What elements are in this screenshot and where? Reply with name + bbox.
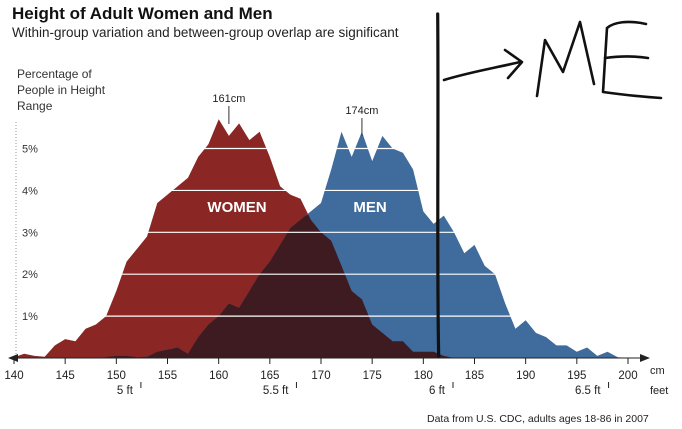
annotation-arrow-shaft: [442, 60, 522, 82]
x-tick-label-165: 165: [260, 370, 279, 382]
y-tick-label-4pct: 4%: [22, 185, 38, 197]
y-tick-label-2pct: 2%: [22, 269, 38, 281]
annotation-letter-e-mid: [603, 55, 650, 60]
x-tick-label-175: 175: [363, 370, 382, 382]
x-axis-arrow-left: [8, 354, 18, 362]
x-tick-label-145: 145: [56, 370, 75, 382]
x-tick-label-190: 190: [516, 370, 535, 382]
men-peak-label: 174cm: [345, 105, 378, 117]
x-tick-label-140: 140: [4, 370, 23, 382]
source-note: Data from U.S. CDC, adults ages 18-86 in…: [427, 413, 649, 425]
x-tick-label-200: 200: [618, 370, 637, 382]
men-series-label: MEN: [353, 199, 386, 216]
y-axis-label: Percentage of People in Height Range: [17, 67, 106, 113]
chart-title: Height of Adult Women and Men: [12, 4, 273, 23]
y-tick-label-5pct: 5%: [22, 144, 38, 156]
x-tick-label-160: 160: [209, 370, 228, 382]
y-tick-label-3pct: 3%: [22, 227, 38, 239]
feet-tick-label-6ft: 6 ft: [429, 385, 446, 397]
women-series-label: WOMEN: [207, 199, 266, 216]
chart-subtitle: Within-group variation and between-group…: [12, 25, 399, 40]
x-tick-label-185: 185: [465, 370, 484, 382]
overlap-area: [95, 214, 455, 358]
annotation-line: [436, 12, 441, 358]
feet-tick-label-55ft: 5.5 ft: [263, 385, 289, 397]
x-tick-label-155: 155: [158, 370, 177, 382]
feet-tick-label-65ft: 6.5 ft: [575, 385, 601, 397]
x-tick-label-150: 150: [107, 370, 126, 382]
x-unit-label: cm: [650, 365, 665, 377]
x-tick-label-195: 195: [567, 370, 586, 382]
y-tick-label-1pct: 1%: [22, 311, 38, 323]
annotation-letter-m: [535, 20, 596, 98]
annotation-arrow-head: [503, 48, 524, 80]
x-axis-arrow: [640, 354, 650, 362]
x-tick-label-170: 170: [311, 370, 330, 382]
women-peak-label: 161cm: [212, 93, 245, 105]
feet-tick-label-5ft: 5 ft: [117, 385, 134, 397]
men-area: [95, 131, 628, 358]
x-tick-label-180: 180: [414, 370, 433, 382]
annotation-letter-e-body: [601, 20, 663, 100]
feet-unit-label: feet: [650, 385, 668, 397]
